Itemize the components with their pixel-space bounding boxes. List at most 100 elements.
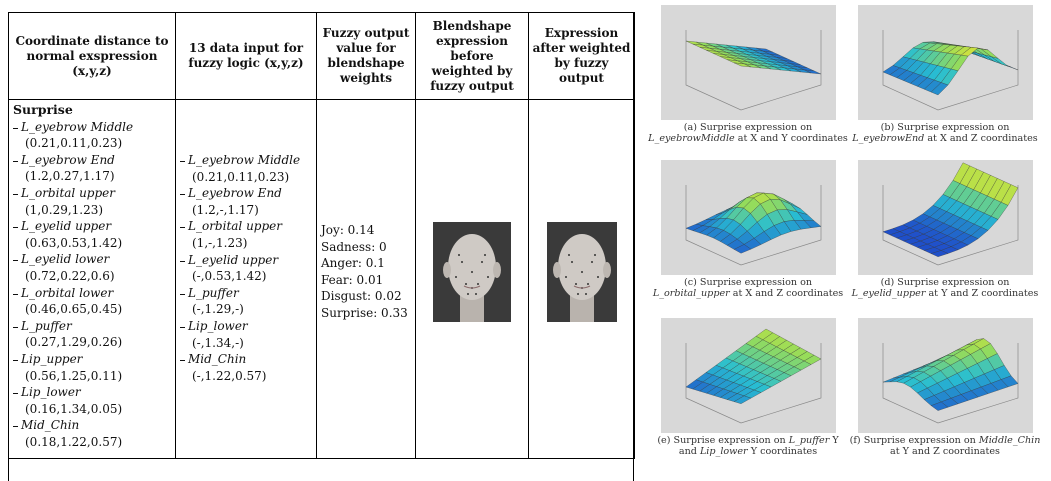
after-cell	[528, 99, 635, 459]
caption-text: (b) Surprise expression on	[880, 122, 1010, 133]
feature-name: L_eyelid upper	[188, 252, 279, 267]
caption-italic: L_orbital_upper	[652, 288, 730, 299]
expression-heading: Surprise	[13, 102, 73, 117]
bullet-dash	[180, 360, 185, 362]
figure-caption: (a) Surprise expression on L_eyebrowMidd…	[648, 122, 848, 144]
list-item: L_puffer (-,1.29,-)	[180, 285, 312, 318]
figure-caption: (e) Surprise expression on L_puffer Y an…	[648, 435, 848, 457]
bullet-dash	[13, 393, 18, 395]
coordinates: (0.46,0.65,0.45)	[25, 302, 123, 317]
bullet-dash	[180, 194, 185, 196]
caption-text: at Y and Z coordinates	[890, 446, 1000, 457]
coordinates: (0.63,0.53,1.42)	[25, 235, 123, 250]
body-row: Surprise L_eyebrow Middle (0.21,0.11,0.23)…	[8, 99, 635, 459]
figure-grid: (a) Surprise expression on L_eyebrowMidd…	[640, 0, 1051, 481]
coordinates: (-,1.29,-)	[192, 302, 244, 317]
marker-dot	[593, 254, 596, 256]
coordinates: (0.72,0.22,0.6)	[25, 268, 115, 283]
surface-cell	[733, 395, 751, 404]
caption-text: Y and	[678, 435, 839, 457]
feature-name: L_orbital upper	[188, 219, 283, 234]
feature-name: L_eyelid upper	[21, 219, 112, 234]
fuzzy-output: Anger: 0.1	[321, 256, 385, 271]
fuzzy-output: Surprise: 0.33	[321, 305, 408, 320]
figure-panel: (b) Surprise expression on L_eyebrowEnd …	[845, 5, 1045, 144]
list-item: L_orbital upper (1,0.29,1.23)	[13, 185, 171, 218]
marker-dot	[584, 293, 587, 295]
mouth	[463, 285, 481, 289]
figure-caption: (d) Surprise expression on L_eyelid_uppe…	[845, 277, 1045, 299]
coordinate-cell: Surprise L_eyebrow Middle (0.21,0.11,0.23)…	[8, 99, 176, 459]
bullet-dash	[13, 193, 18, 195]
list-item: Mid_Chin (-,1.22,0.57)	[180, 351, 312, 384]
marker-dot	[471, 271, 473, 273]
ear	[443, 262, 451, 278]
marker-dot	[458, 254, 460, 256]
caption-text: (c) Surprise expression on	[683, 277, 813, 288]
fuzzy-output: Joy: 0.14	[321, 223, 375, 237]
marker-dot	[574, 283, 577, 285]
list-item: Mid_Chin (0.18,1.22,0.57)	[13, 417, 171, 450]
bullet-dash	[13, 293, 18, 295]
surface-cell	[930, 401, 948, 411]
coordinates: (1,0.29,1.23)	[25, 202, 104, 217]
caption-text: Y coordinates	[747, 446, 818, 457]
list-item: L_eyebrow Middle (0.21,0.11,0.23)	[13, 119, 171, 152]
coordinates: (0.21,0.11,0.23)	[192, 169, 290, 184]
bullet-dash	[13, 227, 18, 229]
head	[448, 234, 496, 300]
marker-dot	[481, 261, 483, 263]
input-cell: L_eyebrow Middle (0.21,0.11,0.23) L_eyebro…	[175, 99, 317, 459]
marker-dot	[567, 254, 570, 256]
marker-dot	[487, 276, 489, 278]
ear	[602, 262, 611, 278]
surface-plot	[660, 5, 836, 120]
bullet-dash	[13, 326, 18, 328]
caption-italic: Lip_lower	[699, 446, 748, 457]
feature-name: Mid_Chin	[188, 352, 247, 367]
feature-name: Lip_upper	[21, 351, 83, 366]
surface-plot	[857, 160, 1033, 275]
surface-cell	[733, 244, 751, 254]
coordinates: (0.27,1.29,0.26)	[25, 335, 123, 350]
bullet-dash	[13, 260, 18, 262]
surface-cell	[930, 82, 948, 96]
figure-panel: (c) Surprise expression on L_orbital_upp…	[648, 160, 848, 299]
bullet-dash	[180, 260, 185, 262]
feature-name: L_eyebrow Middle	[188, 153, 301, 167]
feature-name: L_eyelid lower	[21, 252, 110, 267]
coordinates: (-,1.22,0.57)	[192, 368, 267, 383]
marker-dot	[570, 261, 573, 263]
coordinates: (0.16,1.34,0.05)	[25, 401, 123, 416]
list-item: Lip_lower (0.16,1.34,0.05)	[13, 384, 171, 417]
bullet-dash	[13, 426, 18, 428]
output-cell: Joy: 0.14 Sadness: 0 Anger: 0.1 Fear: 0.01 D…	[316, 99, 416, 459]
figure-panel: (f) Surprise expression on Middle_Chin a…	[845, 318, 1045, 457]
marker-dot	[580, 271, 583, 273]
marker-dot	[475, 293, 477, 295]
figure-panel: (d) Surprise expression on L_eyelid_uppe…	[845, 160, 1045, 299]
face-image	[433, 222, 511, 322]
caption-italic: L_eyebrowMiddle	[648, 133, 735, 144]
surface-plot	[660, 160, 836, 275]
list-item: L_orbital upper (1,-,1.23)	[180, 218, 312, 251]
caption-text: at X and Y coordinates	[734, 133, 848, 144]
plot-box	[685, 30, 821, 111]
header-cell: 13 data input for fuzzy logic (x,y,z)	[175, 12, 317, 100]
bullet-dash	[180, 227, 185, 229]
coordinates: (-,0.53,1.42)	[192, 269, 267, 284]
feature-name: L_eyebrow Middle	[21, 119, 134, 134]
feature-name: L_orbital lower	[21, 285, 114, 300]
bullet-dash	[180, 293, 185, 295]
feature-name: L_puffer	[21, 318, 72, 333]
coordinates: (0.21,0.11,0.23)	[25, 136, 123, 151]
bullet-dash	[180, 326, 185, 328]
coordinates: (0.56,1.25,0.11)	[25, 368, 123, 383]
feature-name: L_orbital upper	[21, 185, 116, 200]
plot-box	[685, 185, 821, 266]
surface-plot	[857, 318, 1033, 433]
list-item: L_eyebrow End (1.2,-,1.17)	[180, 185, 312, 218]
coordinates: (0.18,1.22,0.57)	[25, 434, 123, 449]
coordinates: (1.2,-,1.17)	[192, 202, 259, 217]
header-cell: Fuzzy output value for blendshape weight…	[316, 12, 416, 100]
